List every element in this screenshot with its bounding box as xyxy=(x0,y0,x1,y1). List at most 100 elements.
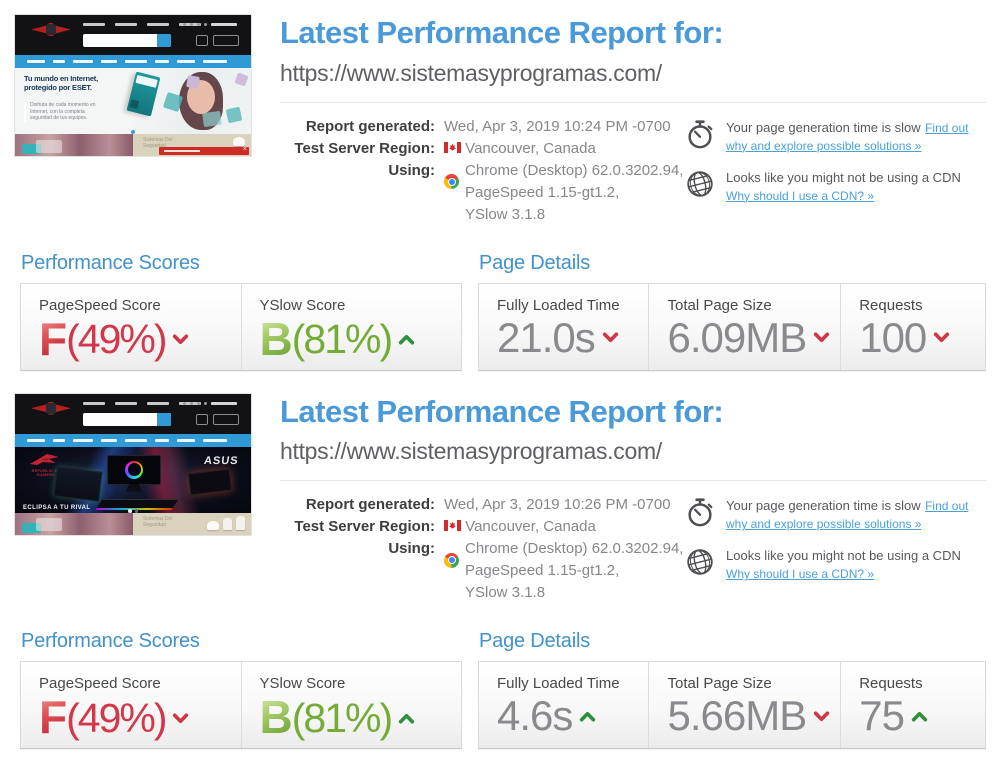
thumb-hero-title: Tu mundo en Internet, protegido por ESET… xyxy=(24,74,98,92)
generated-label: Report generated: xyxy=(305,117,435,135)
metric-total-page-size: Total Page Size 5.66MB xyxy=(648,662,840,749)
thumb-slider-dot xyxy=(130,130,135,134)
report-url: https://www.sistemasyprogramas.com/ xyxy=(280,438,662,465)
region-label: Test Server Region: xyxy=(294,518,435,536)
canada-flag-icon xyxy=(444,141,461,153)
trend-up-icon xyxy=(911,710,928,723)
chrome-icon xyxy=(444,552,459,568)
thumb-account-cart xyxy=(196,35,239,46)
thumb-bottom-carousel: Sistemas Del Seguridad xyxy=(15,134,251,156)
thumb-hero-eset: Tu mundo en Internet, protegido por ESET… xyxy=(15,68,251,136)
using-label: Using: xyxy=(388,161,435,179)
page-details-panel: Fully Loaded Time 21.0s Total Page Size … xyxy=(478,282,986,371)
page-details-panel: Fully Loaded Time 4.6s Total Page Size 5… xyxy=(478,661,986,750)
metric-value: 100 xyxy=(859,313,927,361)
metric-label: YSlow Score xyxy=(259,296,346,314)
report-info: Report generated: Wed, Apr 3, 2019 10:24… xyxy=(280,116,684,226)
metric-requests: Requests 100 xyxy=(840,283,985,370)
trend-up-icon xyxy=(398,712,415,725)
notice-cdn: Looks like you might not be using a CDN … xyxy=(684,546,986,583)
report-info: Report generated: Wed, Apr 3, 2019 10:26… xyxy=(280,494,684,604)
thumb-site-logo xyxy=(31,401,71,415)
metric-yslow-score: YSlow Score B (81%) xyxy=(240,662,462,749)
generated-value: Wed, Apr 3, 2019 10:24 PM -0700 xyxy=(444,117,671,135)
metric-value: 75 xyxy=(859,692,905,740)
metric-pagespeed-score: PageSpeed Score F (49%) xyxy=(21,662,241,748)
thumb-monitor xyxy=(107,454,161,485)
rog-logo: REPUBLIC OF GAMERS xyxy=(23,451,69,478)
grade-percent: (81%) xyxy=(291,315,393,362)
notice-text: Looks like you might not be using a CDN xyxy=(726,548,961,564)
thumb-main-nav xyxy=(15,55,251,68)
aura-ring xyxy=(125,460,143,479)
report-block-2: REPUBLIC OF GAMERS ASUS ECLIPSA A TU RIV… xyxy=(14,392,986,750)
trend-up-icon xyxy=(398,333,415,346)
page-details-heading: Page Details xyxy=(479,251,590,274)
thumb-cookie-bar xyxy=(159,146,249,155)
metric-label: Fully Loaded Time xyxy=(497,296,620,314)
trend-down-icon xyxy=(813,331,830,344)
using-line1: Chrome (Desktop) 62.0.3202.94, PageSpeed… xyxy=(465,540,684,580)
thumb-banner-text: Sistemas Del Seguridad xyxy=(143,137,173,149)
notice-link[interactable]: Why should I use a CDN? » xyxy=(726,567,875,582)
region-label: Test Server Region: xyxy=(294,139,435,157)
notices-panel: Your page generation time is slow Find o… xyxy=(684,116,986,218)
thumb-social-icons xyxy=(183,23,237,26)
thumb-slider-dots xyxy=(128,509,138,513)
region-value: Vancouver, Canada xyxy=(465,518,596,536)
metric-value: 21.0s xyxy=(497,313,596,361)
thumb-keyboard xyxy=(95,498,179,510)
notice-cdn: Looks like you might not be using a CDN … xyxy=(684,168,986,205)
report-block-1: Tu mundo en Internet, protegido por ESET… xyxy=(14,14,986,371)
grade-letter: B xyxy=(259,312,293,365)
site-thumbnail-eset: Tu mundo en Internet, protegido por ESET… xyxy=(14,14,252,157)
notices-panel: Your page generation time is slow Find o… xyxy=(684,494,986,596)
region-value: Vancouver, Canada xyxy=(465,139,596,157)
metric-label: PageSpeed Score xyxy=(39,675,161,693)
grade-letter: F xyxy=(39,691,67,744)
performance-scores-panel: PageSpeed Score F (49%) YSlow Score B (81%… xyxy=(20,661,462,750)
stopwatch-icon xyxy=(684,496,716,528)
grade-letter: B xyxy=(259,691,293,744)
grade-letter: F xyxy=(39,312,67,365)
notice-page-generation: Your page generation time is slow Find o… xyxy=(684,496,986,533)
thumb-social-icons xyxy=(183,401,237,405)
using-line1: Chrome (Desktop) 62.0.3202.94, PageSpeed… xyxy=(465,161,684,201)
canada-flag-icon xyxy=(444,520,461,532)
globe-icon xyxy=(684,168,716,200)
site-thumbnail-asus: REPUBLIC OF GAMERS ASUS ECLIPSA A TU RIV… xyxy=(14,392,252,536)
thumb-motherboard xyxy=(53,466,103,502)
divider xyxy=(280,101,986,103)
page-title: Latest Performance Report for: xyxy=(280,15,724,50)
metric-value: 5.66MB xyxy=(667,692,807,740)
metric-label: PageSpeed Score xyxy=(39,296,161,314)
notice-link[interactable]: Find out why and explore possible soluti… xyxy=(726,120,969,153)
metric-label: YSlow Score xyxy=(259,675,346,693)
performance-scores-panel: PageSpeed Score F (49%) YSlow Score B (81%… xyxy=(20,282,462,371)
trend-down-icon xyxy=(813,710,830,723)
rog-text: REPUBLIC OF GAMERS xyxy=(31,468,61,478)
metric-pagespeed-score: PageSpeed Score F (49%) xyxy=(21,284,241,370)
page-title: Latest Performance Report for: xyxy=(280,393,724,429)
notice-text: Your page generation time is slow xyxy=(726,498,921,514)
thumb-hero-tagline: ECLIPSA A TU RIVAL xyxy=(23,504,91,511)
trend-down-icon xyxy=(933,331,950,344)
performance-scores-heading: Performance Scores xyxy=(21,630,200,653)
thumb-site-logo xyxy=(31,23,71,36)
generated-value: Wed, Apr 3, 2019 10:26 PM -0700 xyxy=(444,496,671,514)
metric-value: 6.09MB xyxy=(667,313,807,361)
notice-page-generation: Your page generation time is slow Find o… xyxy=(684,118,986,155)
thumb-hero-asus: REPUBLIC OF GAMERS ASUS ECLIPSA A TU RIV… xyxy=(15,446,251,515)
globe-icon xyxy=(684,546,716,578)
notice-text: Looks like you might not be using a CDN xyxy=(726,169,961,185)
notice-link[interactable]: Find out why and explore possible soluti… xyxy=(726,499,969,532)
thumb-hero-caption: Disfruta de cada momento en Internet, co… xyxy=(24,102,108,122)
using-line2: YSlow 3.1.8 xyxy=(465,584,546,602)
notice-text: Your page generation time is slow xyxy=(726,119,921,135)
page-details-heading: Page Details xyxy=(479,630,590,653)
chrome-icon xyxy=(444,174,459,190)
metric-label: Total Page Size xyxy=(667,296,772,314)
using-line2: YSlow 3.1.8 xyxy=(465,205,546,223)
notice-link[interactable]: Why should I use a CDN? » xyxy=(726,188,875,203)
